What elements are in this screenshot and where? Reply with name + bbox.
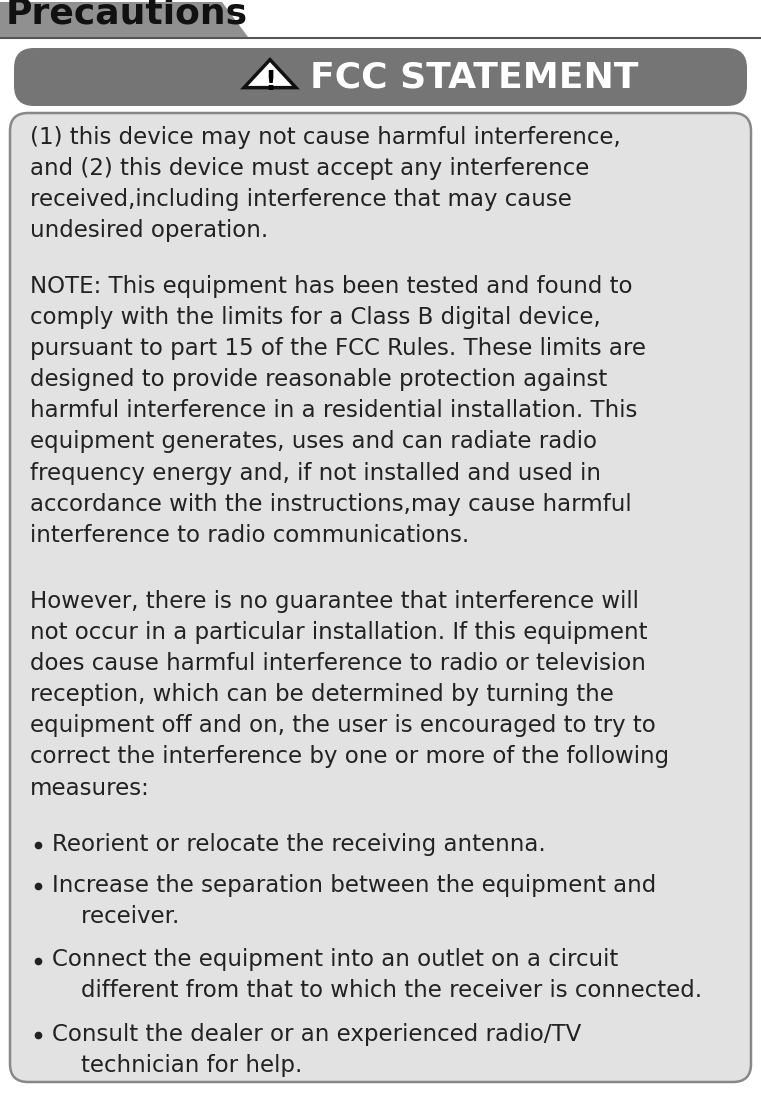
Text: !: ! xyxy=(264,70,276,96)
Text: NOTE: This equipment has been tested and found to
comply with the limits for a C: NOTE: This equipment has been tested and… xyxy=(30,275,646,546)
Text: (1) this device may not cause harmful interference,
and (2) this device must acc: (1) this device may not cause harmful in… xyxy=(30,126,621,243)
Text: Precautions: Precautions xyxy=(6,0,248,30)
Text: FCC STATEMENT: FCC STATEMENT xyxy=(310,60,638,94)
Polygon shape xyxy=(0,2,248,37)
Text: Increase the separation between the equipment and
    receiver.: Increase the separation between the equi… xyxy=(52,873,656,928)
Text: Connect the equipment into an outlet on a circuit
    different from that to whi: Connect the equipment into an outlet on … xyxy=(52,949,702,1002)
Text: Reorient or relocate the receiving antenna.: Reorient or relocate the receiving anten… xyxy=(52,833,546,856)
Polygon shape xyxy=(244,60,296,87)
Text: Consult the dealer or an experienced radio/TV
    technician for help.: Consult the dealer or an experienced rad… xyxy=(52,1023,581,1077)
Text: However, there is no guarantee that interference will
not occur in a particular : However, there is no guarantee that inte… xyxy=(30,590,669,800)
FancyBboxPatch shape xyxy=(14,48,747,106)
FancyBboxPatch shape xyxy=(10,113,751,1082)
